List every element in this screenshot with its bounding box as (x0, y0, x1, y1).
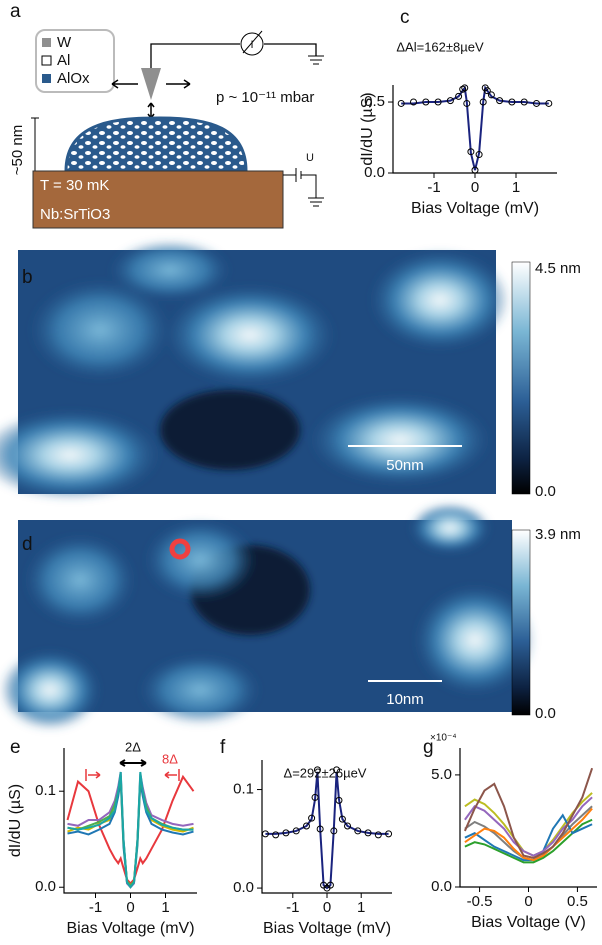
ground (308, 198, 324, 206)
y-tick-label: 0.0 (35, 878, 56, 895)
panel-label: e (10, 737, 21, 758)
colorbar (512, 262, 530, 494)
data-line (68, 777, 194, 886)
meter-label: I (250, 39, 253, 51)
range-arrow (86, 769, 179, 781)
bias-label: U (306, 152, 314, 164)
data-line (265, 772, 388, 888)
battery (296, 168, 301, 182)
scale-bar-label: 50nm (386, 457, 424, 474)
panel-label: d (22, 534, 33, 555)
gap-arrow (120, 760, 146, 766)
y-axis-label: dI/dU (µS) (359, 92, 376, 165)
x-axis-label: Bias Voltage (mV) (263, 920, 391, 937)
colorbar (512, 530, 530, 715)
legend-swatch (42, 74, 51, 83)
wire (283, 170, 296, 175)
y-multiplier: ×10⁻⁴ (430, 733, 457, 744)
axis-line (460, 748, 597, 887)
scale-bar-label: 10nm (386, 691, 424, 708)
legend-text: Al (57, 52, 70, 69)
x-tick-label: 1 (161, 899, 169, 916)
tip (141, 68, 161, 100)
y-axis-label: dI/dU (µS) (7, 784, 24, 857)
substrate-label: Nb:SrTiO3 (40, 206, 110, 223)
ground (308, 56, 324, 64)
colorbar-min: 0.0 (535, 705, 556, 722)
panel-label: f (220, 737, 226, 758)
x-tick-label: -1 (286, 899, 299, 916)
panel-label: b (22, 267, 33, 288)
wire (301, 175, 316, 198)
x-tick-label: -1 (89, 899, 102, 916)
y-tick-label: 0.0 (233, 879, 254, 896)
colorbar-max: 3.9 nm (535, 526, 581, 543)
y-tick-label: 5.0 (431, 766, 452, 783)
legend-text: AlOx (57, 70, 90, 87)
figure: a W Al AlOx I p ~ 10⁻¹¹ mbar ~50 nm T = … (0, 0, 602, 945)
x-tick-label: -0.5 (467, 893, 493, 910)
y-tick-label: 0.0 (431, 878, 452, 895)
annotation: ΔAl=162±8µeV (396, 39, 484, 54)
film (66, 118, 246, 171)
x-tick-label: 0 (126, 899, 134, 916)
topography-b: 50nm b 4.5 nm 0.0 (0, 240, 581, 500)
x-tick-label: 1 (357, 899, 365, 916)
legend-text: W (57, 34, 72, 51)
x-axis-label: Bias Voltage (V) (471, 914, 586, 931)
y-tick-label: 0.1 (35, 782, 56, 799)
x-tick-label: -1 (427, 179, 440, 196)
annotation: 2Δ (125, 739, 141, 754)
x-tick-label: 0.5 (567, 893, 588, 910)
panel-label: a (10, 1, 21, 22)
axis-line (64, 748, 197, 893)
annotation: Δ=292±26µeV (284, 765, 367, 780)
temperature: T = 30 mK (40, 177, 109, 194)
x-tick-label: 1 (512, 179, 520, 196)
wire (264, 44, 316, 56)
schematic: a W Al AlOx I p ~ 10⁻¹¹ mbar ~50 nm T = … (9, 1, 324, 228)
wire (151, 44, 240, 68)
x-tick-label: 0 (323, 899, 331, 916)
legend-swatch (42, 38, 51, 47)
axis-line (393, 85, 557, 173)
y-tick-label: 0.1 (233, 781, 254, 798)
height-label: ~50 nm (9, 125, 26, 175)
x-axis-label: Bias Voltage (mV) (66, 920, 194, 937)
x-tick-label: 0 (471, 179, 479, 196)
x-axis-label: Bias Voltage (mV) (411, 200, 539, 217)
x-tick-label: 0 (524, 893, 532, 910)
pressure: p ~ 10⁻¹¹ mbar (216, 89, 314, 106)
topography-d: 10nm d 3.9 nm 0.0 (0, 503, 581, 730)
annotation: 8Δ (162, 751, 178, 766)
legend-swatch (42, 56, 51, 65)
colorbar-max: 4.5 nm (535, 260, 581, 277)
colorbar-min: 0.0 (535, 483, 556, 500)
panel-label: c (400, 7, 410, 28)
